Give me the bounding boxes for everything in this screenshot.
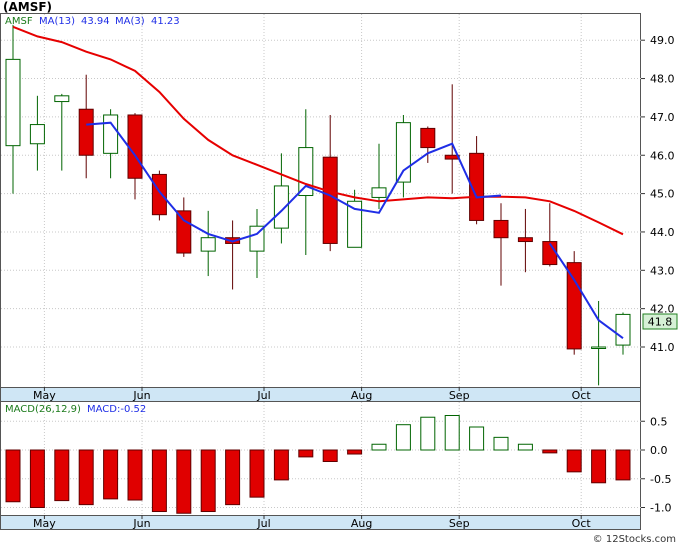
ma3-line: [548, 242, 624, 340]
price-xtick-label: Sep: [449, 389, 470, 402]
legend-ma3-label: MA(3): [115, 16, 145, 27]
macd-ytick-label: -0.5: [650, 473, 671, 486]
macd-bar-negative: [273, 449, 289, 481]
candle-up: [371, 187, 387, 198]
macd-xaxis-band: [0, 515, 641, 530]
macd-bar-negative: [566, 449, 582, 473]
price-xtick-label: Oct: [572, 389, 592, 402]
candle-up: [5, 58, 21, 147]
macd-bar-positive: [444, 415, 460, 451]
legend-ma13-value: 43.94: [81, 16, 110, 27]
candle-down: [151, 173, 167, 216]
macd-bar-negative: [322, 449, 338, 462]
candle-up: [273, 185, 289, 229]
candle-down: [420, 127, 436, 149]
macd-bar-positive: [517, 443, 533, 451]
macd-xtick-label: Sep: [449, 517, 470, 530]
macd-bar-negative: [298, 449, 314, 458]
macd-bar-negative: [103, 449, 119, 500]
macd-xtick-label: Jul: [256, 517, 270, 530]
price-tag: 41.8: [648, 316, 673, 329]
legend-ma13-label: MA(13): [39, 16, 75, 27]
macd-xtick-label: Jun: [132, 517, 150, 530]
price-ytick-label: 42.0: [650, 303, 675, 316]
macd-bar-positive: [420, 416, 436, 451]
macd-bar-negative: [615, 449, 631, 481]
candle-down: [493, 219, 509, 239]
chart-title: (AMSF): [3, 0, 52, 14]
candle-up: [54, 95, 70, 103]
macd-xtick-label: May: [33, 517, 56, 530]
price-xtick-label: Jul: [256, 389, 270, 402]
macd-bar-negative: [200, 449, 216, 513]
price-xaxis-band: [0, 387, 641, 403]
price-xtick-label: Aug: [351, 389, 372, 402]
macd-bar-negative: [249, 449, 265, 498]
price-ytick-label: 44.0: [650, 226, 675, 239]
macd-bar-negative: [591, 449, 607, 484]
candle-up: [249, 225, 265, 252]
macd-bar-positive: [493, 436, 509, 451]
candle-up: [29, 124, 45, 145]
ma3-line: [86, 121, 502, 243]
price-panel-bg: [0, 13, 641, 388]
candle-down: [127, 114, 143, 179]
macd-bar-negative: [151, 449, 167, 513]
macd-xtick-label: Oct: [572, 517, 592, 530]
macd-ytick-label: -1.0: [650, 502, 671, 515]
price-ytick-label: 43.0: [650, 264, 675, 277]
price-legend: AMSF MA(13) 43.94 MA(3) 41.23: [5, 16, 180, 27]
macd-panel-bg: [0, 401, 641, 516]
macd-bar-negative: [29, 449, 45, 508]
candle-up: [395, 122, 411, 183]
price-xtick-label: Jun: [132, 389, 150, 402]
macd-ytick-label: 0.0: [650, 444, 668, 457]
candle-down: [566, 262, 582, 350]
watermark: © 12Stocks.com: [593, 534, 676, 545]
candle-up: [591, 346, 607, 349]
candle-down: [469, 152, 485, 221]
candle-up: [103, 114, 119, 154]
candle-up: [200, 237, 216, 252]
macd-bar-negative: [542, 449, 558, 454]
price-ytick-label: 46.0: [650, 149, 675, 162]
macd-legend-label: MACD(26,12,9): [5, 404, 81, 415]
macd-legend-value: MACD:-0.52: [87, 404, 146, 415]
candle-down: [322, 156, 338, 244]
candle-up: [615, 313, 631, 346]
candle-up: [347, 200, 363, 248]
macd-bar-negative: [78, 449, 94, 506]
price-ytick-label: 41.0: [650, 341, 675, 354]
price-ytick-label: 49.0: [650, 34, 675, 47]
macd-bar-positive: [371, 443, 387, 451]
macd-bar-negative: [176, 449, 192, 514]
macd-xtick-label: Aug: [351, 517, 372, 530]
legend-symbol: AMSF: [5, 16, 33, 27]
candle-down: [176, 210, 192, 254]
candle-down: [78, 108, 94, 156]
price-ytick-label: 48.0: [650, 73, 675, 86]
price-tag-box: [642, 313, 678, 330]
macd-bar-positive: [395, 424, 411, 451]
macd-bar-negative: [127, 449, 143, 501]
price-xtick-label: May: [33, 389, 56, 402]
ma13-line: [12, 25, 624, 236]
legend-ma3-value: 41.23: [151, 16, 180, 27]
candle-down: [517, 237, 533, 243]
macd-bar-negative: [225, 449, 241, 506]
macd-ytick-label: 0.5: [650, 415, 668, 428]
macd-bar-negative: [347, 449, 363, 455]
price-ytick-label: 45.0: [650, 188, 675, 201]
price-ytick-label: 47.0: [650, 111, 675, 124]
macd-bar-positive: [469, 426, 485, 451]
macd-bar-negative: [5, 449, 21, 503]
macd-bar-negative: [54, 449, 70, 502]
